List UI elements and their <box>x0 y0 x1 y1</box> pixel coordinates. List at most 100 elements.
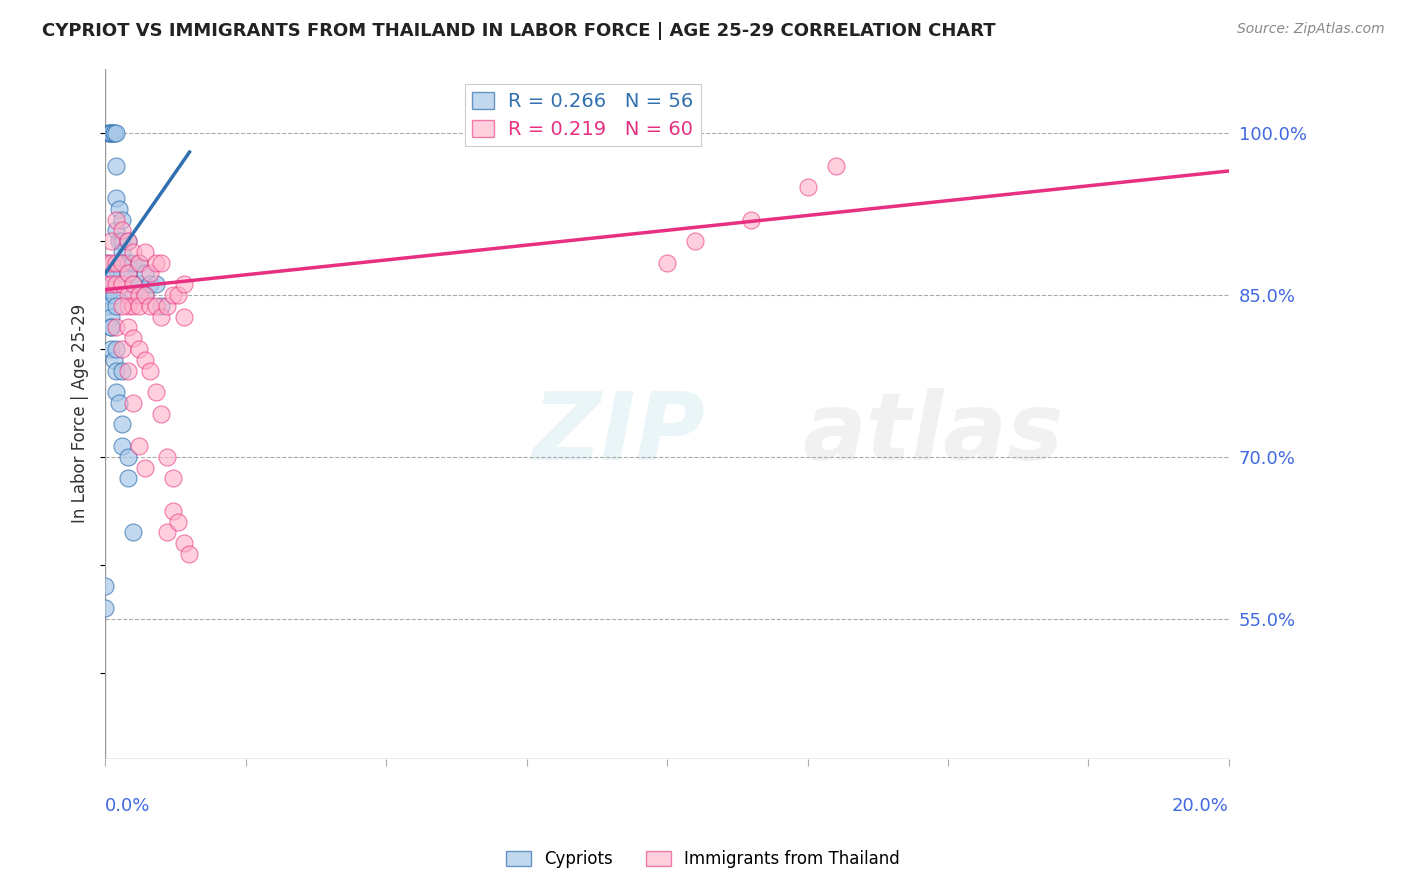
Point <box>111 342 134 356</box>
Point <box>683 234 706 248</box>
Point <box>100 320 122 334</box>
Point <box>122 288 145 302</box>
Point <box>105 277 128 292</box>
Point <box>111 277 134 292</box>
Point <box>139 267 162 281</box>
Point <box>94 277 117 292</box>
Point <box>655 255 678 269</box>
Point <box>139 363 162 377</box>
Point <box>117 320 139 334</box>
Point <box>740 212 762 227</box>
Point <box>105 385 128 400</box>
Point <box>100 310 122 324</box>
Point <box>105 255 128 269</box>
Point <box>108 234 131 248</box>
Point <box>167 515 190 529</box>
Point <box>94 600 117 615</box>
Text: 0.0%: 0.0% <box>105 797 150 814</box>
Point <box>97 299 120 313</box>
Point <box>134 288 156 302</box>
Point <box>162 288 184 302</box>
Point <box>134 244 156 259</box>
Point <box>98 126 121 140</box>
Point <box>162 504 184 518</box>
Point <box>94 579 117 593</box>
Point <box>100 342 122 356</box>
Point <box>105 212 128 227</box>
Point <box>111 439 134 453</box>
Point <box>122 255 145 269</box>
Point <box>105 126 128 140</box>
Point <box>128 255 150 269</box>
Point <box>111 223 134 237</box>
Point <box>122 244 145 259</box>
Point <box>824 159 846 173</box>
Point <box>122 331 145 345</box>
Point <box>111 363 134 377</box>
Y-axis label: In Labor Force | Age 25-29: In Labor Force | Age 25-29 <box>72 304 89 524</box>
Point <box>100 255 122 269</box>
Point <box>117 471 139 485</box>
Point <box>94 288 117 302</box>
Point <box>97 126 120 140</box>
Point <box>128 299 150 313</box>
Point <box>173 310 195 324</box>
Point <box>122 396 145 410</box>
Point <box>134 267 156 281</box>
Point <box>156 525 179 540</box>
Point <box>117 288 139 302</box>
Point <box>117 267 139 281</box>
Point <box>162 471 184 485</box>
Point <box>117 299 139 313</box>
Point <box>139 277 162 292</box>
Point <box>122 299 145 313</box>
Point <box>122 525 145 540</box>
Point <box>117 450 139 464</box>
Point <box>150 299 173 313</box>
Point <box>145 277 167 292</box>
Text: Source: ZipAtlas.com: Source: ZipAtlas.com <box>1237 22 1385 37</box>
Point <box>150 310 173 324</box>
Point <box>128 288 150 302</box>
Text: CYPRIOT VS IMMIGRANTS FROM THAILAND IN LABOR FORCE | AGE 25-29 CORRELATION CHART: CYPRIOT VS IMMIGRANTS FROM THAILAND IN L… <box>42 22 995 40</box>
Point <box>105 191 128 205</box>
Point <box>94 267 117 281</box>
Point <box>139 299 162 313</box>
Point <box>117 267 139 281</box>
Point <box>111 212 134 227</box>
Point <box>100 234 122 248</box>
Point <box>108 396 131 410</box>
Point <box>156 299 179 313</box>
Point <box>173 277 195 292</box>
Point <box>145 385 167 400</box>
Point <box>103 126 125 140</box>
Point <box>105 223 128 237</box>
Point <box>150 407 173 421</box>
Point <box>97 288 120 302</box>
Point <box>134 288 156 302</box>
Point <box>97 255 120 269</box>
Point <box>173 536 195 550</box>
Point <box>117 234 139 248</box>
Point <box>145 255 167 269</box>
Point <box>156 450 179 464</box>
Point <box>179 547 201 561</box>
Point <box>111 234 134 248</box>
Point <box>105 363 128 377</box>
Point <box>105 299 128 313</box>
Point <box>128 342 150 356</box>
Point <box>796 180 818 194</box>
Point <box>111 417 134 432</box>
Point <box>134 460 156 475</box>
Point <box>111 267 134 281</box>
Point <box>105 159 128 173</box>
Text: ZIP: ZIP <box>533 388 704 481</box>
Point <box>100 126 122 140</box>
Point <box>103 352 125 367</box>
Legend: Cypriots, Immigrants from Thailand: Cypriots, Immigrants from Thailand <box>499 844 907 875</box>
Point <box>150 255 173 269</box>
Point <box>111 299 134 313</box>
Point <box>94 277 117 292</box>
Point <box>117 255 139 269</box>
Point <box>105 342 128 356</box>
